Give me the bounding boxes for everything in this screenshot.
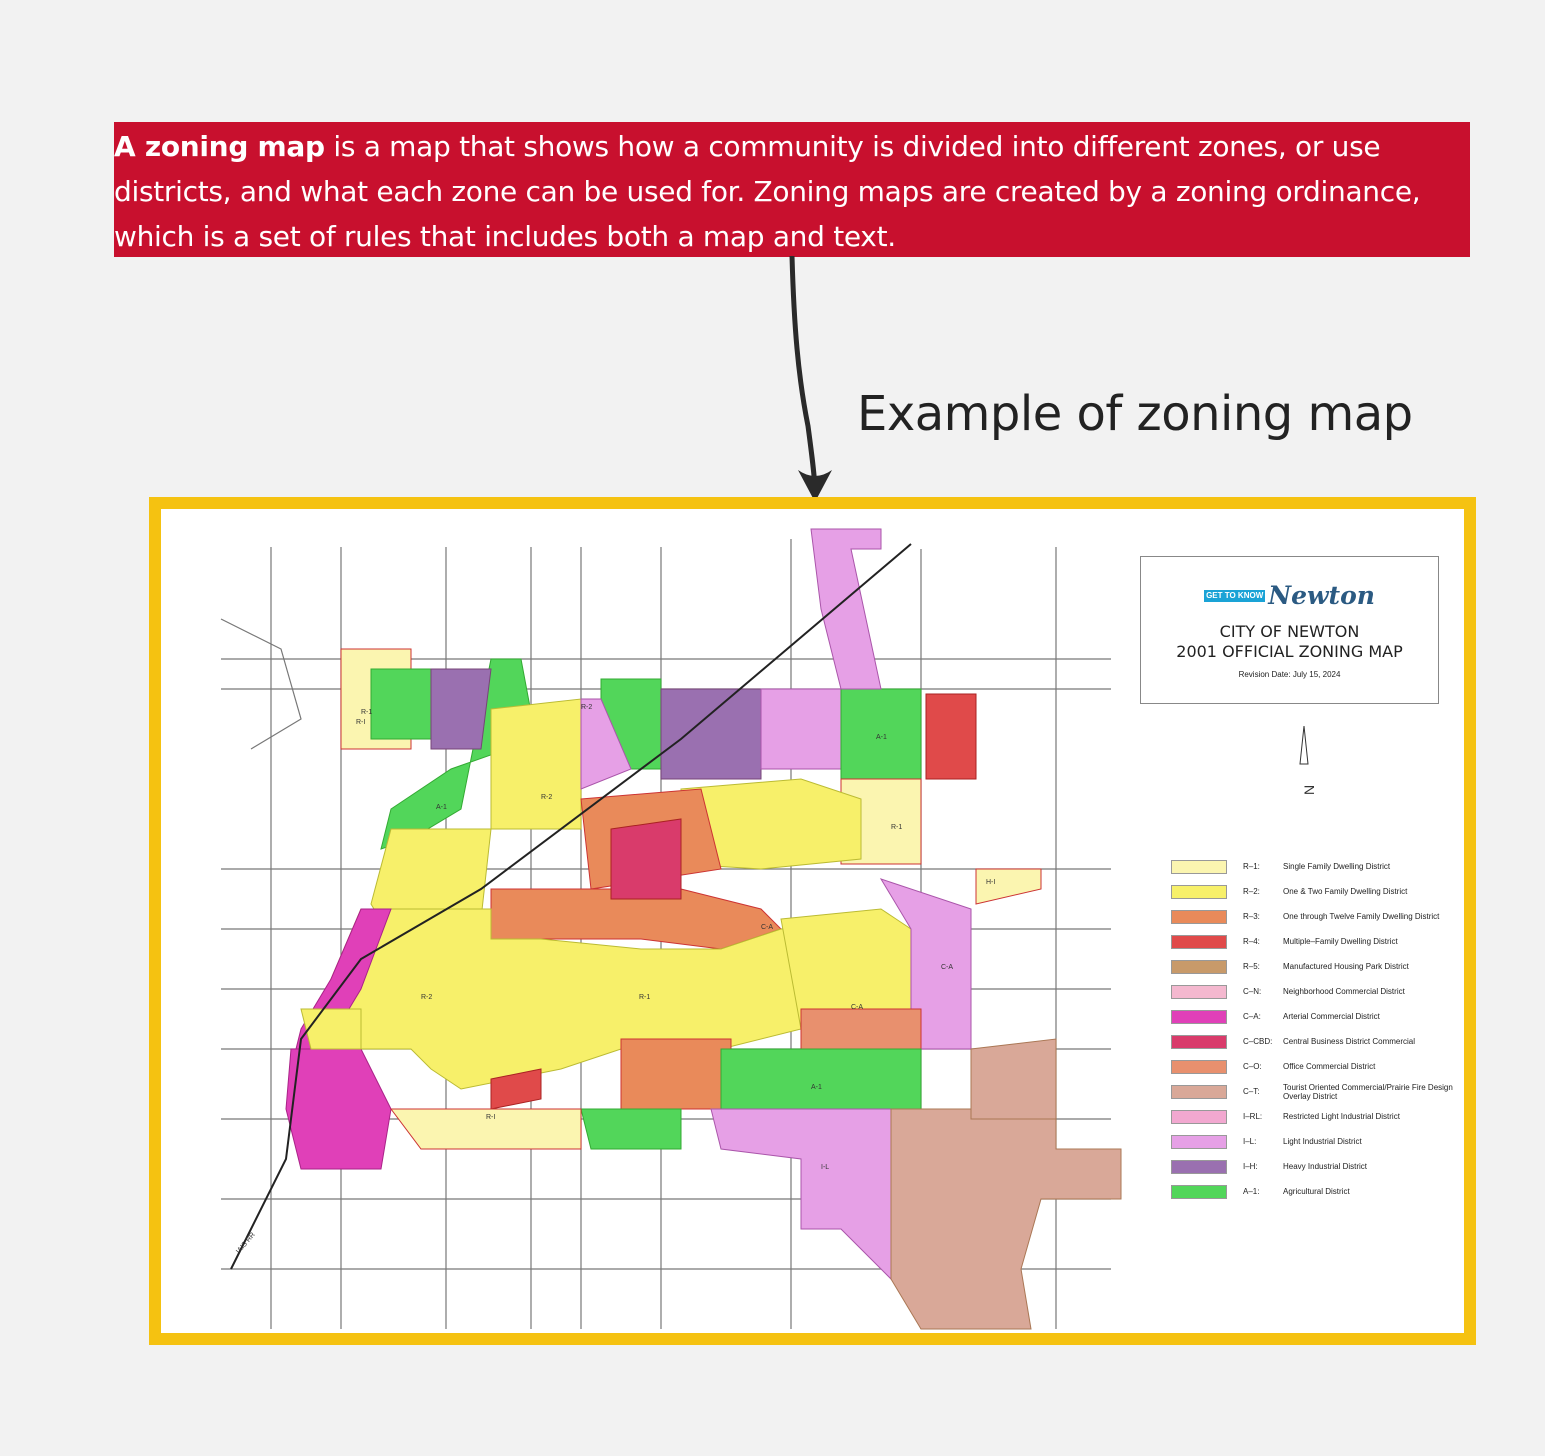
legend-swatch <box>1171 1009 1227 1024</box>
legend-swatch <box>1171 1084 1227 1099</box>
legend-swatch <box>1171 934 1227 949</box>
legend-label: Central Business District Commercial <box>1283 1037 1416 1046</box>
legend-label: Neighborhood Commercial District <box>1283 987 1405 996</box>
zone-label: A-1 <box>436 804 447 811</box>
legend-item: C–CBD: Central Business District Commerci… <box>1171 1029 1463 1054</box>
legend-code: C–O: <box>1243 1062 1262 1071</box>
zone-label: R-2 <box>421 994 432 1001</box>
zone-label: R-I <box>486 1114 495 1121</box>
zone-label: C-A <box>851 1004 863 1011</box>
zone-label: C-A <box>941 964 953 971</box>
zone-label: R-1 <box>639 994 650 1001</box>
zoning-districts <box>285 528 1122 1330</box>
legend-item: C–O: Office Commercial District <box>1171 1054 1463 1079</box>
legend-label: Tourist Oriented Commercial/Prairie Fire… <box>1283 1082 1453 1101</box>
connector-arrow <box>789 256 832 502</box>
city-map: R-1 R-2 R-2 R-1 R-I C-A C-A A-1 A-1 R-I … <box>220 528 1122 1330</box>
legend-code: C–A: <box>1243 1012 1261 1021</box>
legend-code: I–L: <box>1243 1137 1257 1146</box>
legend-label: Office Commercial District <box>1283 1062 1376 1071</box>
legend-code: A–1: <box>1243 1187 1260 1196</box>
legend-swatch <box>1171 1109 1227 1124</box>
legend-label: Arterial Commercial District <box>1283 1012 1380 1021</box>
zone-label: C-A <box>761 924 773 931</box>
legend-swatch <box>1171 859 1227 874</box>
legend-label: One & Two Family Dwelling District <box>1283 887 1408 896</box>
legend-item: I–H: Heavy Industrial District <box>1171 1154 1463 1179</box>
legend-code: C–T: <box>1243 1087 1260 1096</box>
zone-label: R-I <box>356 719 365 726</box>
legend-code: R–2: <box>1243 887 1260 896</box>
zone-label: R-1 <box>891 824 902 831</box>
definition-term: A zoning map <box>114 130 325 163</box>
svg-text:N: N <box>1301 785 1314 795</box>
revision-date: Revision Date: July 15, 2024 <box>1238 670 1341 679</box>
logo-name: Newton <box>1268 581 1375 610</box>
north-arrow-icon: N <box>1299 725 1314 795</box>
legend-swatch <box>1171 1159 1227 1174</box>
railroad-label: IAIS RR <box>235 1231 257 1255</box>
legend-item: C–N: Neighborhood Commercial District <box>1171 979 1463 1004</box>
zoning-map-definition: A zoning map is a map that shows how a c… <box>114 122 1470 257</box>
legend-swatch <box>1171 959 1227 974</box>
zone-label: R-2 <box>541 794 552 801</box>
map-title-block: GET TO KNOW Newton CITY OF NEWTON 2001 O… <box>1140 556 1439 704</box>
zone-label: H-I <box>986 879 995 886</box>
legend-swatch <box>1171 909 1227 924</box>
legend-label: Single Family Dwelling District <box>1283 862 1391 871</box>
legend-item: C–A: Arterial Commercial District <box>1171 1004 1463 1029</box>
legend-code: R–4: <box>1243 937 1260 946</box>
legend-label: Heavy Industrial District <box>1283 1162 1368 1171</box>
legend-swatch <box>1171 1184 1227 1199</box>
zone-label: R-2 <box>581 704 592 711</box>
zoning-map-image: R-1 R-2 R-2 R-1 R-I C-A C-A A-1 A-1 R-I … <box>161 509 1464 1333</box>
legend-label: Manufactured Housing Park District <box>1283 962 1409 971</box>
legend-swatch <box>1171 1134 1227 1149</box>
example-title: Example of zoning map <box>857 386 1413 442</box>
zoning-map-frame: R-1 R-2 R-2 R-1 R-I C-A C-A A-1 A-1 R-I … <box>149 497 1476 1345</box>
legend-item: R–5: Manufactured Housing Park District <box>1171 954 1463 979</box>
legend-label: Agricultural District <box>1283 1187 1350 1196</box>
legend-code: I–RL: <box>1243 1112 1263 1121</box>
legend-code: I–H: <box>1243 1162 1258 1171</box>
legend-label: Restricted Light Industrial District <box>1283 1112 1400 1121</box>
legend-code: R–3: <box>1243 912 1260 921</box>
legend-label: One through Twelve Family Dwelling Distr… <box>1283 912 1440 921</box>
newton-logo: GET TO KNOW Newton <box>1141 581 1438 610</box>
legend-code: C–CBD: <box>1243 1037 1273 1046</box>
map-title-line2: 2001 OFFICIAL ZONING MAP <box>1176 642 1403 661</box>
zone-label: A-1 <box>876 734 887 741</box>
zone-label: R-1 <box>361 709 372 716</box>
zone-label: I-L <box>821 1164 829 1171</box>
legend-label: Light Industrial District <box>1283 1137 1362 1146</box>
legend-swatch <box>1171 1034 1227 1049</box>
legend-label: Multiple–Family Dwelling District <box>1283 937 1398 946</box>
legend-item: R–3: One through Twelve Family Dwelling D… <box>1171 904 1463 929</box>
railroad-line <box>230 543 912 1270</box>
legend-item: R–1: Single Family Dwelling District <box>1171 854 1463 879</box>
legend-item: R–4: Multiple–Family Dwelling District <box>1171 929 1463 954</box>
legend-item: R–2: One & Two Family Dwelling District <box>1171 879 1463 904</box>
legend-swatch <box>1171 1059 1227 1074</box>
logo-badge: GET TO KNOW <box>1204 589 1266 602</box>
legend-code: C–N: <box>1243 987 1262 996</box>
legend-code: R–5: <box>1243 962 1260 971</box>
zoning-legend: R–1: Single Family Dwelling District R–2: O… <box>1171 854 1463 1204</box>
legend-item: I–L: Light Industrial District <box>1171 1129 1463 1154</box>
definition-text: is a map that shows how a community is d… <box>114 130 1421 253</box>
legend-item: A–1: Agricultural District <box>1171 1179 1463 1204</box>
zone-label: A-1 <box>811 1084 822 1091</box>
legend-item: C–T: Tourist Oriented Commercial/Prairie … <box>1171 1079 1463 1104</box>
legend-item: I–RL: Restricted Light Industrial Distric… <box>1171 1104 1463 1129</box>
legend-swatch <box>1171 984 1227 999</box>
legend-code: R–1: <box>1243 862 1260 871</box>
legend-swatch <box>1171 884 1227 899</box>
map-title-line1: CITY OF NEWTON <box>1219 622 1360 641</box>
